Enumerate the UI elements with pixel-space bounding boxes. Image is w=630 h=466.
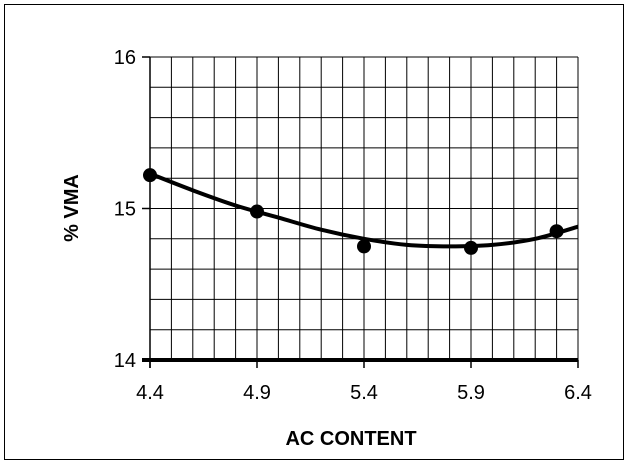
x-tick-label: 5.9: [457, 382, 485, 404]
y-tick-label: 15: [114, 199, 136, 221]
x-tick-label: 4.9: [243, 382, 271, 404]
x-tick-label: 6.4: [564, 382, 592, 404]
x-tick-label: 4.4: [136, 382, 164, 404]
y-tick-label: 14: [114, 350, 136, 372]
x-axis-title: AC CONTENT: [285, 428, 416, 450]
grid: [150, 56, 579, 360]
data-point: [143, 168, 157, 183]
data-point: [250, 204, 264, 219]
axes: [142, 57, 578, 368]
data-point: [464, 240, 478, 255]
x-tick-label: 5.4: [350, 382, 378, 404]
data-point: [549, 224, 564, 239]
y-tick-labels: 14 15 16: [114, 47, 150, 372]
x-tick-labels: 4.4 4.9 5.4 5.9 6.4: [136, 360, 592, 404]
data-point: [357, 239, 371, 254]
data-points: [143, 168, 564, 255]
trendline: [149, 171, 579, 249]
y-axis-title: % VMA: [61, 174, 83, 242]
y-tick-label: 16: [114, 47, 136, 69]
chart-frame: [4, 4, 624, 460]
